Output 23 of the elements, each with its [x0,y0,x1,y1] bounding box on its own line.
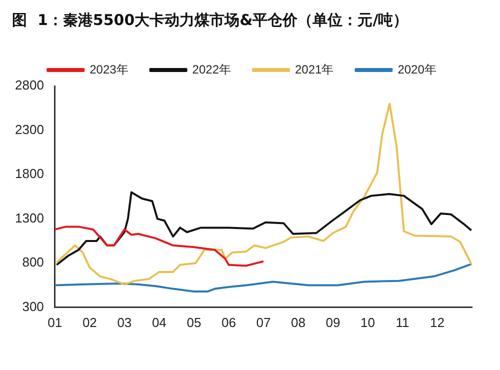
legend-label: 2021年 [295,62,334,76]
y-tick-label: 1800 [15,166,44,182]
x-tick-label: 04 [152,314,166,330]
x-tick-label: 08 [290,314,306,330]
y-tick-label: 2800 [15,78,44,93]
x-tick-label: 11 [396,314,410,330]
legend-label: 2022年 [192,62,232,76]
x-tick-label: 01 [48,314,62,330]
y-tick-label: 2300 [15,122,44,137]
legend-label: 2023年 [90,62,128,76]
x-tick-label: 10 [360,314,375,330]
x-tick-label: 06 [221,314,236,330]
x-tick-label: 02 [82,314,97,330]
x-tick-label: 09 [326,314,340,330]
legend-label: 2020年 [398,62,436,76]
x-tick-label: 12 [430,314,444,330]
y-tick-label: 800 [22,254,44,270]
x-tick-label: 07 [256,314,271,330]
x-tick-label: 05 [186,314,202,330]
chart-title: 图 1：秦港5500大卡动力煤市场&平仓价（单位：元/吨） [12,10,408,29]
y-tick-label: 1300 [15,210,44,226]
x-tick-label: 03 [117,314,132,330]
y-tick-label: 300 [22,298,44,314]
